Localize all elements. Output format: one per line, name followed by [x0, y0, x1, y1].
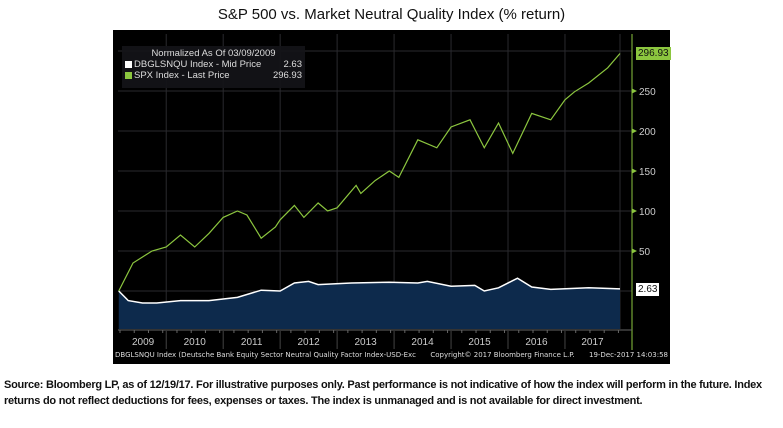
x-tick-label: 2014 — [411, 337, 434, 348]
last-value-label-spx: 296.93 — [636, 47, 671, 61]
y-tick-mark — [632, 168, 637, 174]
legend-swatch-white — [125, 61, 132, 68]
x-tick-label: 2009 — [132, 337, 155, 348]
x-tick-label: 2013 — [354, 337, 377, 348]
x-tick-label: 2015 — [468, 337, 491, 348]
y-tick-label: 250 — [639, 87, 656, 98]
legend: Normalized As Of 03/09/2009 DBGLSNQU Ind… — [122, 46, 305, 88]
footer-index-description: DBGLSNQU Index (Deutsche Bank Equity Sec… — [115, 351, 416, 359]
series-line-dbglsnqu — [118, 277, 621, 304]
x-tick-label: 2012 — [298, 337, 321, 348]
legend-swatch-green — [125, 72, 132, 79]
legend-entry-dbglsnqu: DBGLSNQU Index - Mid Price 2.63 — [125, 59, 302, 70]
y-tick-mark — [632, 88, 637, 94]
chart-title: S&P 500 vs. Market Neutral Quality Index… — [217, 6, 566, 23]
legend-label: SPX Index - Last Price — [134, 70, 230, 81]
legend-label: DBGLSNQU Index - Mid Price — [134, 59, 262, 70]
y-tick-label: 150 — [639, 167, 656, 178]
x-tick-label: 2017 — [581, 337, 604, 348]
legend-header: Normalized As Of 03/09/2009 — [151, 48, 276, 59]
legend-value: 2.63 — [283, 59, 303, 70]
y-tick-mark — [632, 248, 637, 254]
series-area-dbglsnqu — [118, 278, 620, 329]
y-tick-mark — [632, 208, 637, 214]
legend-entry-spx: SPX Index - Last Price 296.93 — [125, 70, 302, 81]
x-tick-label: 2016 — [525, 337, 548, 348]
x-tick-label: 2011 — [241, 337, 263, 348]
y-tick-mark — [632, 128, 637, 134]
chart-footer: DBGLSNQU Index (Deutsche Bank Equity Sec… — [115, 351, 668, 359]
x-tick-label: 2010 — [184, 337, 207, 348]
y-tick-label: 50 — [639, 247, 651, 258]
footer-copyright: Copyright© 2017 Bloomberg Finance L.P. — [430, 351, 575, 359]
footer-timestamp: 19-Dec-2017 14:03:58 — [589, 351, 668, 359]
y-tick-label: 100 — [639, 207, 656, 218]
source-note: Source: Bloomberg LP, as of 12/19/17. Fo… — [4, 379, 762, 407]
last-value-label-dbglsnqu: 2.63 — [636, 282, 660, 296]
y-tick-label: 200 — [639, 127, 656, 138]
series-line-spx — [118, 53, 621, 292]
legend-value: 296.93 — [272, 70, 302, 81]
